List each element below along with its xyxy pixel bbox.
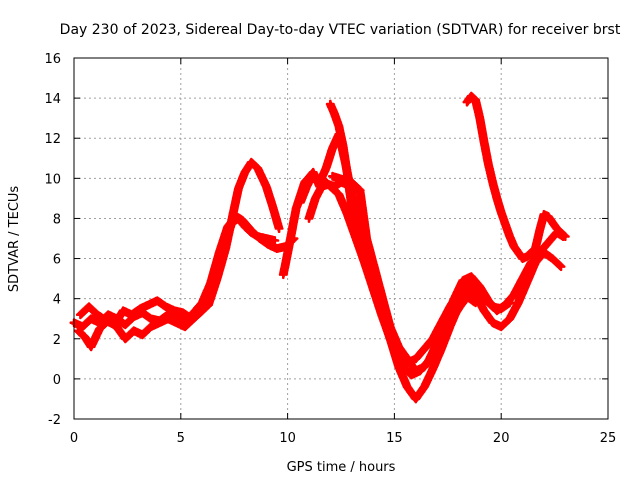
y-tick-label: 10: [44, 172, 61, 187]
y-tick-label: 6: [53, 253, 61, 268]
y-tick-label: 0: [53, 373, 61, 388]
y-tick-label: 14: [44, 92, 61, 107]
chart-title: Day 230 of 2023, Sidereal Day-to-day VTE…: [60, 22, 621, 38]
y-tick-label: -2: [48, 413, 61, 428]
series-8-markers: [462, 91, 570, 264]
y-tick-label: 16: [44, 52, 61, 67]
y-axis-label: SDTVAR / TECUs: [7, 186, 22, 293]
plot-frame: [73, 57, 609, 420]
y-tick-label: 2: [53, 333, 61, 348]
x-tick-label: 5: [177, 431, 185, 446]
y-tick-label: 8: [53, 212, 61, 227]
series-3-markers: [73, 213, 280, 352]
series-layer: [69, 91, 570, 404]
x-axis-label: GPS time / hours: [287, 460, 396, 475]
x-tick-label: 0: [70, 431, 78, 446]
series-9-markers: [328, 171, 365, 195]
tick-labels: 0 5 10 15 20 25 -2 0 2 4 6 8 10 12 14 16: [44, 52, 616, 446]
x-tick-label: 20: [493, 431, 510, 446]
y-tick-label: 12: [44, 132, 61, 147]
x-tick-label: 15: [386, 431, 403, 446]
x-tick-label: 10: [279, 431, 296, 446]
x-tick-label: 25: [600, 431, 617, 446]
y-tick-label: 4: [53, 293, 61, 308]
